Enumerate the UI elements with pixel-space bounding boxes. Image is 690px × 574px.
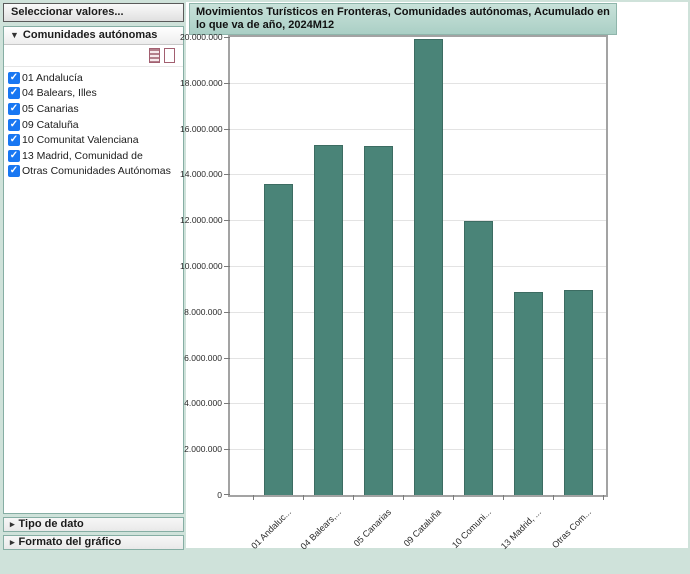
checkbox[interactable]: ✓ <box>8 87 20 100</box>
checkbox-item: ✓ 13 Madrid, Comunidad de <box>8 148 179 164</box>
checkbox-item: ✓ 01 Andalucía <box>8 70 179 86</box>
bar <box>413 39 443 495</box>
accordion-tipo-de-dato-label: Tipo de dato <box>18 518 84 530</box>
y-axis-label: 8.000.000 <box>184 306 222 317</box>
selection-tools <box>4 45 183 67</box>
panel-communities: ▼ Comunidades autónomas ✓ 01 Andalucía ✓ 04 … <box>3 26 184 514</box>
checkbox[interactable]: ✓ <box>8 102 20 115</box>
bar <box>313 144 343 495</box>
y-axis-tick <box>224 82 230 84</box>
y-axis-tick <box>224 174 230 176</box>
y-axis-tick <box>224 128 230 130</box>
y-axis-tick <box>224 311 230 313</box>
bar <box>363 145 393 495</box>
checkbox-label: 01 Andalucía <box>22 71 83 84</box>
checkbox-list: ✓ 01 Andalucía ✓ 04 Balears, Illes ✓ 05 Canar… <box>4 67 183 179</box>
checkbox-label: 09 Cataluña <box>22 118 79 131</box>
y-axis-tick <box>224 266 230 267</box>
x-axis-tick <box>503 495 504 500</box>
plot-area: 0 2.000.000 4.000.000 6.000.000 8.000.000 10.… <box>180 32 608 552</box>
checkbox-item: ✓ 10 Comunitat Valenciana <box>8 132 179 148</box>
x-axis-tick <box>603 495 604 500</box>
y-axis-label: 20.000.000 <box>180 32 223 42</box>
y-axis-label: 14.000.000 <box>180 169 223 180</box>
checkbox[interactable]: ✓ <box>8 165 20 178</box>
y-axis-label: 12.000.000 <box>180 215 223 226</box>
y-axis-tick <box>224 449 230 451</box>
accordion-formato-del-grafico[interactable]: ▸ Formato del gráfico <box>3 535 184 550</box>
select-all-icon[interactable] <box>149 48 160 63</box>
caret-right-icon: ▸ <box>10 537 15 547</box>
checkbox-item: ✓ 04 Balears, Illes <box>8 86 179 102</box>
deselect-all-icon[interactable] <box>164 48 175 63</box>
checkbox-item: ✓ 05 Canarias <box>8 101 179 117</box>
checkbox-label: 13 Madrid, Comunidad de <box>22 149 143 162</box>
select-values-header: Seleccionar valores... <box>3 3 184 22</box>
chart-title: Movimientos Turísticos en Fronteras, Com… <box>189 3 617 35</box>
x-axis-tick <box>253 495 254 500</box>
panel-communities-label: Comunidades autónomas <box>22 29 158 41</box>
bar <box>513 292 543 495</box>
checkbox-label: 10 Comunitat Valenciana <box>22 134 139 147</box>
x-axis-tick <box>403 495 404 500</box>
checkbox[interactable]: ✓ <box>8 149 20 162</box>
bar <box>563 290 593 495</box>
bar <box>263 183 293 495</box>
checkbox-label: Otras Comunidades Autónomas <box>22 165 171 178</box>
sidebar: Seleccionar valores... ▼ Comunidades autó… <box>3 3 184 550</box>
caret-down-icon: ▼ <box>10 30 19 40</box>
chart-canvas: Movimientos Turísticos en Fronteras, Com… <box>180 2 688 552</box>
y-axis-tick <box>224 494 230 495</box>
checkbox[interactable]: ✓ <box>8 71 20 84</box>
checkbox[interactable]: ✓ <box>8 118 20 131</box>
accordion-tipo-de-dato[interactable]: ▸ Tipo de dato <box>3 517 184 532</box>
x-axis-tick <box>553 495 554 500</box>
checkbox-label: 05 Canarias <box>22 102 79 115</box>
x-axis-tick <box>303 495 304 500</box>
y-axis-tick <box>224 220 230 222</box>
checkbox-label: 04 Balears, Illes <box>22 87 97 100</box>
accordion-formato-del-grafico-label: Formato del gráfico <box>18 536 122 548</box>
y-axis-label: 10.000.000 <box>180 261 223 271</box>
y-axis-tick <box>224 403 230 405</box>
y-axis-label: 2.000.000 <box>184 444 222 455</box>
y-axis-label: 4.000.000 <box>184 398 222 409</box>
x-axis-tick <box>353 495 354 500</box>
y-axis-tick <box>224 357 230 359</box>
y-axis-label: 18.000.000 <box>180 77 223 88</box>
y-axis-label: 6.000.000 <box>184 352 222 363</box>
y-axis-label: 16.000.000 <box>180 123 223 134</box>
checkbox-item: ✓ 09 Cataluña <box>8 117 179 133</box>
x-axis-tick <box>453 495 454 500</box>
y-axis-tick <box>224 37 230 38</box>
bar <box>463 221 493 495</box>
checkbox[interactable]: ✓ <box>8 134 20 147</box>
caret-right-icon: ▸ <box>10 519 15 529</box>
y-axis-label: 0 <box>217 490 222 500</box>
checkbox-item: ✓ Otras Comunidades Autónomas <box>8 164 179 180</box>
panel-header-communities[interactable]: ▼ Comunidades autónomas <box>4 27 183 45</box>
